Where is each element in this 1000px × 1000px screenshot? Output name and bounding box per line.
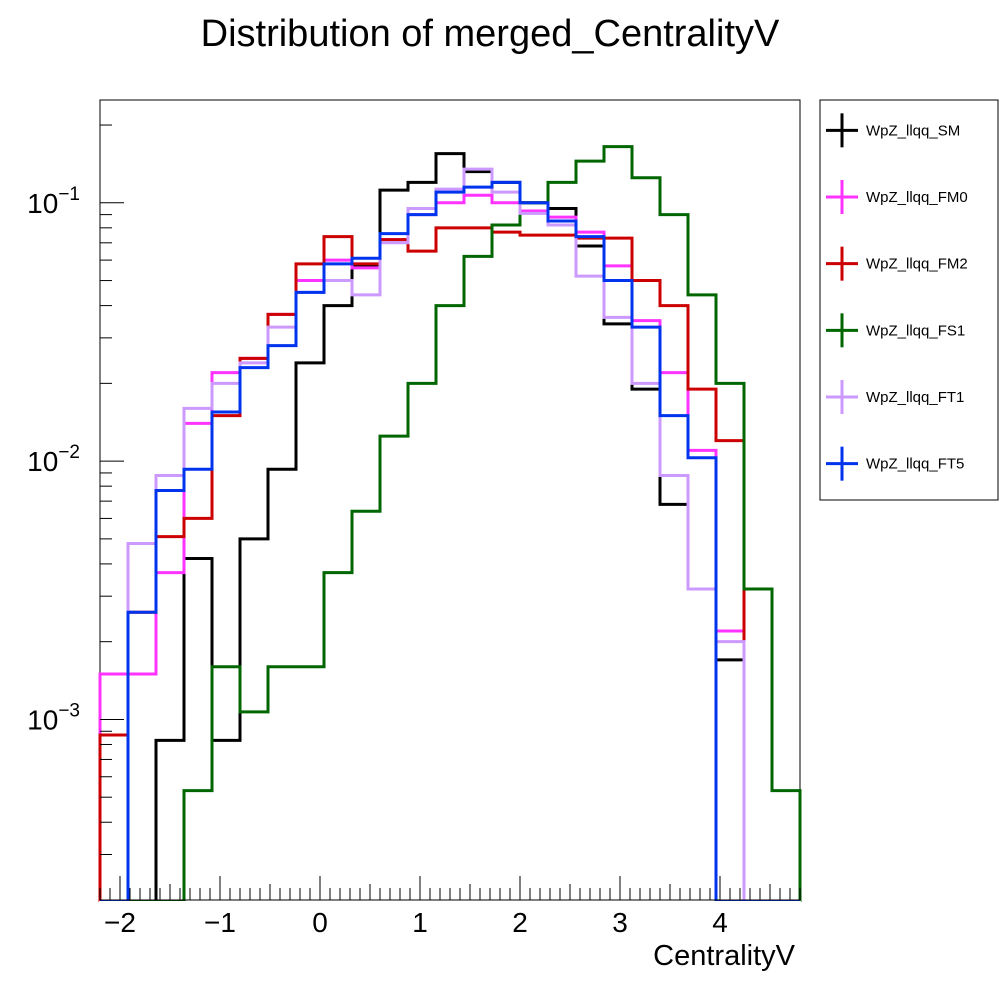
plot-frame (99, 99, 801, 901)
x-tick-label: 2 (512, 907, 528, 938)
bottom-mask (99, 901, 801, 907)
series-wpz-llqq-ft5 (100, 180, 800, 904)
legend-item: WpZ_llqq_FT1 (826, 380, 964, 414)
series-wpz-llqq-fs1 (100, 145, 802, 904)
y-tick-label: 10−2 (27, 442, 80, 477)
series-wpz-llqq-sm (100, 152, 800, 904)
x-tick-label: −1 (204, 907, 236, 938)
chart-title: Distribution of merged_CentralityV (201, 13, 780, 55)
legend-label: WpZ_llqq_FT5 (866, 456, 964, 473)
y-tick-label: 10−3 (27, 700, 80, 735)
series-wpz-llqq-ft1 (100, 167, 800, 904)
series-wpz-llqq-fm0 (98, 193, 800, 904)
x-tick-label: 0 (312, 907, 328, 938)
legend-item: WpZ_llqq_FM0 (826, 180, 968, 214)
legend-label: WpZ_llqq_FM0 (866, 189, 968, 206)
x-tick-label: −2 (104, 907, 136, 938)
legend-item: WpZ_llqq_FM2 (826, 246, 968, 281)
x-tick-label: 4 (712, 907, 728, 938)
axis-ticks (99, 124, 801, 901)
x-tick-label: 3 (612, 907, 628, 938)
series-wpz-llqq-fm2 (98, 226, 800, 904)
series-layer (98, 145, 802, 907)
legend: WpZ_llqq_SM WpZ_llqq_FM0 WpZ_llqq_FM2 WpZ_l… (819, 99, 999, 501)
legend-box (819, 99, 999, 501)
tick-labels: −2 −1 0 1 2 3 4 10−3 10−2 10−1 (27, 184, 728, 938)
legend-label: WpZ_llqq_SM (866, 122, 960, 139)
legend-label: WpZ_llqq_FS1 (866, 322, 965, 339)
legend-item: WpZ_llqq_FS1 (826, 313, 965, 348)
y-tick-label: 10−1 (27, 184, 80, 219)
x-tick-label: 1 (412, 907, 428, 938)
legend-label: WpZ_llqq_FM2 (866, 256, 968, 273)
x-axis-label: CentralityV (653, 940, 795, 972)
legend-label: WpZ_llqq_FT1 (866, 389, 964, 406)
legend-item: WpZ_llqq_SM (826, 113, 960, 148)
plot-area-border (99, 99, 801, 901)
legend-item: WpZ_llqq_FT5 (826, 446, 964, 481)
